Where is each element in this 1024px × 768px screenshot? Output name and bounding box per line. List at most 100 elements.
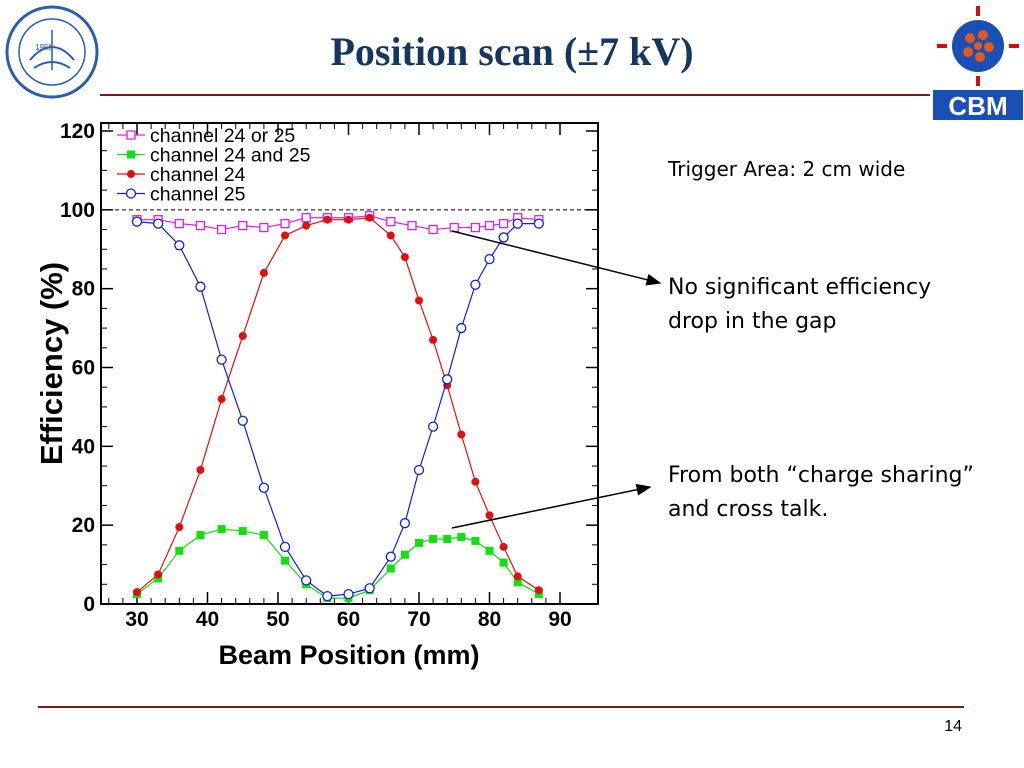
data-point — [484, 253, 495, 265]
title-divider — [100, 94, 930, 96]
x-tick-label: 90 — [548, 608, 571, 631]
y-tick-label: 20 — [72, 514, 95, 537]
data-point — [429, 534, 438, 543]
data-point — [175, 523, 184, 532]
data-point — [498, 232, 509, 243]
legend-label: channel 24 or 25 — [150, 125, 295, 147]
y-axis-title: Efficiency (%) — [34, 262, 69, 465]
data-point — [470, 222, 481, 233]
data-point — [301, 575, 312, 586]
data-point — [302, 221, 311, 230]
trigger-area-note: Trigger Area: 2 cm wide — [668, 157, 906, 181]
data-point — [415, 296, 423, 305]
data-point — [174, 240, 185, 251]
university-seal-logo: 1958 — [5, 5, 99, 99]
charge-sharing-note: From both “charge sharing” and cross tal… — [668, 463, 974, 522]
data-point — [456, 322, 467, 334]
data-point — [281, 556, 290, 565]
data-point — [174, 218, 184, 229]
data-point — [131, 216, 143, 227]
data-point — [365, 213, 374, 222]
data-point — [513, 578, 522, 587]
data-point — [386, 564, 395, 573]
data-point — [195, 281, 206, 292]
data-point — [281, 231, 290, 240]
data-point — [415, 538, 423, 547]
cbm-logo: CBM — [933, 4, 1023, 120]
cbm-logo-text: CBM — [948, 91, 1007, 120]
data-point — [217, 395, 226, 404]
data-point — [125, 188, 137, 199]
data-point — [512, 218, 523, 229]
slide-title: Position scan (±7 kV) — [330, 29, 694, 74]
efficiency-chart: 0 20 40 60 80 100 120 30 40 50 60 70 80 90 Beam Positi… — [34, 120, 599, 670]
data-point — [126, 130, 136, 140]
data-point — [457, 430, 466, 439]
data-point — [485, 546, 494, 555]
data-point — [344, 215, 353, 224]
data-point — [127, 170, 135, 178]
data-point — [216, 224, 227, 235]
data-point — [127, 150, 135, 159]
data-point — [216, 354, 227, 365]
data-point — [237, 415, 248, 426]
data-point — [513, 572, 522, 581]
data-point — [238, 331, 247, 340]
y-tick-label: 120 — [60, 120, 95, 143]
data-point — [386, 231, 395, 240]
data-point — [427, 421, 439, 432]
data-point — [323, 215, 332, 224]
data-point — [407, 220, 417, 231]
data-point — [238, 527, 247, 536]
x-axis-title: Beam Position (mm) — [218, 640, 479, 670]
data-point — [133, 588, 141, 597]
data-point — [429, 335, 438, 344]
data-point — [485, 511, 494, 520]
data-point — [259, 268, 268, 277]
x-tick-label: 50 — [266, 608, 289, 631]
data-point — [280, 218, 290, 229]
data-point — [301, 213, 311, 223]
data-point — [364, 583, 375, 594]
data-point — [175, 546, 184, 555]
y-tick-label: 60 — [72, 357, 95, 380]
x-tick-label: 70 — [407, 608, 430, 631]
y-tick-label: 0 — [83, 593, 95, 616]
data-point — [484, 220, 495, 231]
data-point — [471, 536, 480, 545]
x-tick-label: 30 — [125, 608, 148, 631]
data-point — [259, 531, 268, 540]
data-point — [399, 518, 411, 529]
data-point — [196, 531, 205, 540]
series-channel-25 — [131, 216, 544, 602]
gap-efficiency-note: No significant efficiency drop in the ga… — [668, 275, 932, 334]
y-tick-label: 40 — [72, 435, 95, 458]
data-point — [470, 279, 481, 290]
data-point — [499, 558, 508, 567]
footer-divider — [38, 706, 964, 708]
data-point — [343, 588, 354, 600]
data-point — [385, 551, 396, 562]
data-point — [195, 220, 206, 231]
y-tick-label: 80 — [72, 278, 95, 301]
data-point — [443, 534, 452, 543]
data-point — [499, 542, 508, 551]
data-point — [279, 541, 291, 552]
data-point — [442, 374, 453, 385]
page-number: 14 — [944, 718, 962, 735]
data-point — [217, 525, 226, 534]
data-point — [457, 532, 466, 541]
data-point — [154, 570, 163, 579]
data-point — [533, 218, 544, 229]
legend-label: channel 24 — [150, 164, 246, 186]
legend-label: channel 24 and 25 — [150, 145, 311, 167]
data-point — [413, 464, 425, 476]
x-tick-label: 80 — [478, 608, 501, 631]
data-point — [152, 218, 164, 229]
data-point — [196, 465, 205, 474]
data-point — [498, 218, 509, 229]
data-point — [400, 253, 409, 262]
data-point — [386, 217, 396, 227]
seal-year: 1958 — [35, 43, 53, 52]
data-point — [471, 477, 480, 486]
